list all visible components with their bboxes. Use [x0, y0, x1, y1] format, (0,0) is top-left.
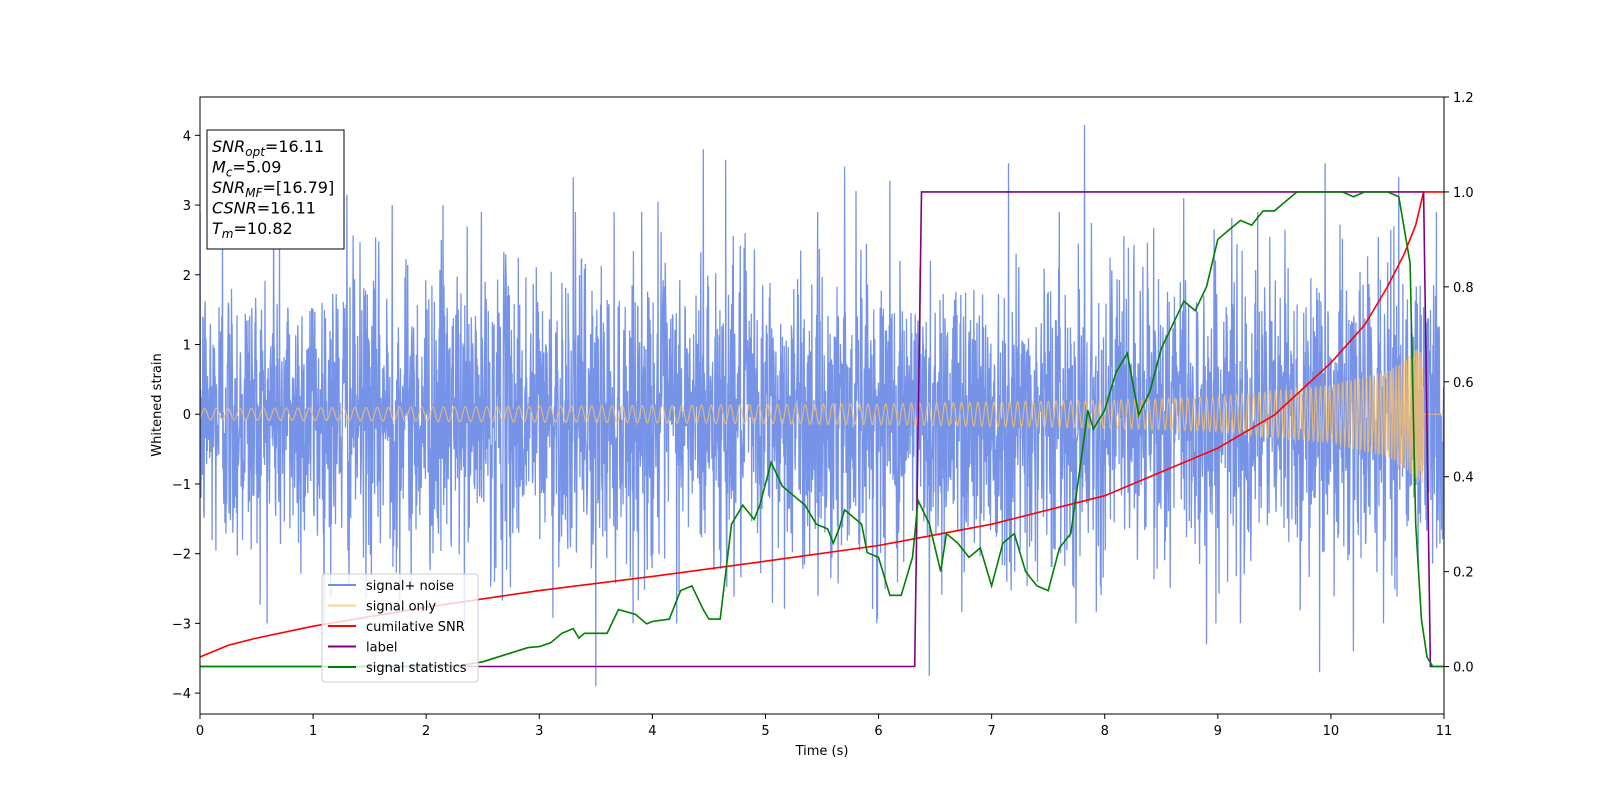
legend-label: signal only: [366, 600, 436, 615]
legend: signal+ noise signal only cumilative SNR la…: [321, 573, 479, 683]
legend-frame: [321, 573, 479, 683]
x-axis-title: Time (s): [795, 744, 849, 759]
y-axis-title: Whitened strain: [150, 353, 165, 456]
y-tick-label: 1: [183, 338, 191, 353]
y-tick-label: −2: [172, 548, 191, 563]
y-tick-label: 4: [183, 129, 191, 144]
series-signal-statistics: [200, 191, 1444, 668]
x-tick-label: 4: [648, 724, 656, 739]
info-box-entry: CSNR=16.11: [212, 199, 316, 218]
legend-label: signal+ noise: [366, 579, 454, 594]
y-tick-label: −1: [172, 478, 191, 493]
info-box-frame: [206, 129, 345, 250]
legend-label: cumilative SNR: [366, 620, 465, 635]
x-tick-label: 2: [422, 724, 430, 739]
y2-tick-label: 1.2: [1453, 91, 1474, 106]
y-tick-label: 2: [183, 269, 191, 284]
x-tick-label: 0: [196, 724, 204, 739]
y2-tick-label: 0.2: [1453, 566, 1474, 581]
y-tick-label: −3: [172, 617, 191, 632]
y-tick-label: −4: [172, 687, 191, 702]
x-tick-label: 3: [535, 724, 543, 739]
x-tick-label: 6: [874, 724, 882, 739]
series-signal-noise: [200, 124, 1444, 687]
y2-tick-label: 0.4: [1453, 471, 1474, 486]
info-box-entry: Mc=5.09: [212, 158, 281, 180]
series-signal-only: [200, 349, 1444, 484]
y-tick-label: 3: [183, 199, 191, 214]
x-tick-label: 8: [1101, 724, 1109, 739]
legend-label: label: [366, 641, 397, 656]
info-box-entry: Tm=10.82: [212, 219, 293, 241]
x-tick-label: 5: [761, 724, 769, 739]
x-tick-label: 9: [1214, 724, 1222, 739]
info-box-entry: SNRMF=[16.79]: [212, 178, 334, 200]
x-tick-label: 1: [309, 724, 317, 739]
info-box: SNRopt=16.11Mc=5.09SNRMF=[16.79]CSNR=16.…: [206, 129, 345, 250]
y2-tick-label: 1.0: [1453, 186, 1474, 201]
x-tick-label: 10: [1323, 724, 1340, 739]
y2-tick-label: 0.0: [1453, 661, 1474, 676]
y2-tick-label: 0.6: [1453, 376, 1474, 391]
info-box-entry: SNRopt=16.11: [212, 137, 324, 159]
y-tick-label: 0: [183, 408, 191, 423]
y2-tick-label: 0.8: [1453, 281, 1474, 296]
axes: 0 1 2 3 4 5 6 7 8 9 10 11 −4 −3 −2 −1 0 1 2 3 4 0.0 0.2 0.4 0.6 0…: [172, 91, 1474, 739]
plot-frame: [199, 96, 1445, 715]
legend-label: signal statistics: [366, 661, 467, 676]
x-tick-label: 7: [987, 724, 995, 739]
x-tick-label: 11: [1436, 724, 1453, 739]
